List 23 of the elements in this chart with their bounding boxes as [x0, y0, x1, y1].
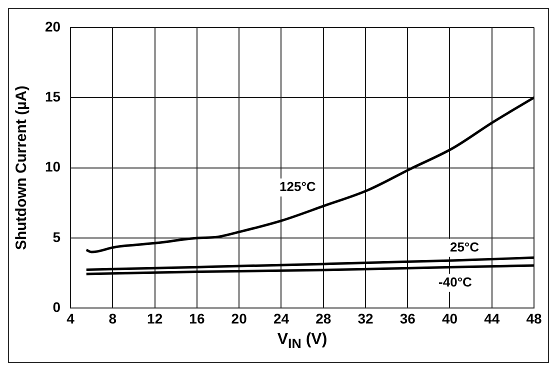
y-tick-label: 10 — [44, 158, 61, 175]
y-tick-label: 5 — [52, 228, 61, 245]
x-tick-label: 8 — [108, 310, 117, 326]
y-tick-label: 0 — [52, 299, 61, 316]
x-tick-label: 40 — [442, 310, 458, 326]
x-tick-label: 36 — [400, 310, 416, 326]
y-axis-title: Shutdown Current (µA) — [13, 86, 30, 250]
x-tick-label: 16 — [189, 310, 205, 326]
x-tick-label: 20 — [231, 310, 248, 326]
x-tick-label: 28 — [316, 310, 332, 326]
series-label: 25°C — [450, 239, 480, 254]
line-series — [85, 96, 534, 254]
series-label: -40°C — [438, 274, 473, 290]
series-label: 125°C — [280, 179, 316, 194]
x-tick-label: 24 — [273, 310, 290, 326]
x-axis-title: V$_{IN}$ (V) — [277, 331, 328, 352]
y-tick-label: 15 — [44, 88, 61, 104]
y-tick-label: 20 — [44, 18, 61, 34]
x-tick-label: 32 — [358, 310, 374, 326]
x-tick-label: 48 — [526, 310, 542, 326]
x-tick-label: 4 — [66, 310, 75, 326]
x-tick-label: 12 — [147, 310, 163, 326]
x-tick-label: 44 — [484, 310, 500, 326]
